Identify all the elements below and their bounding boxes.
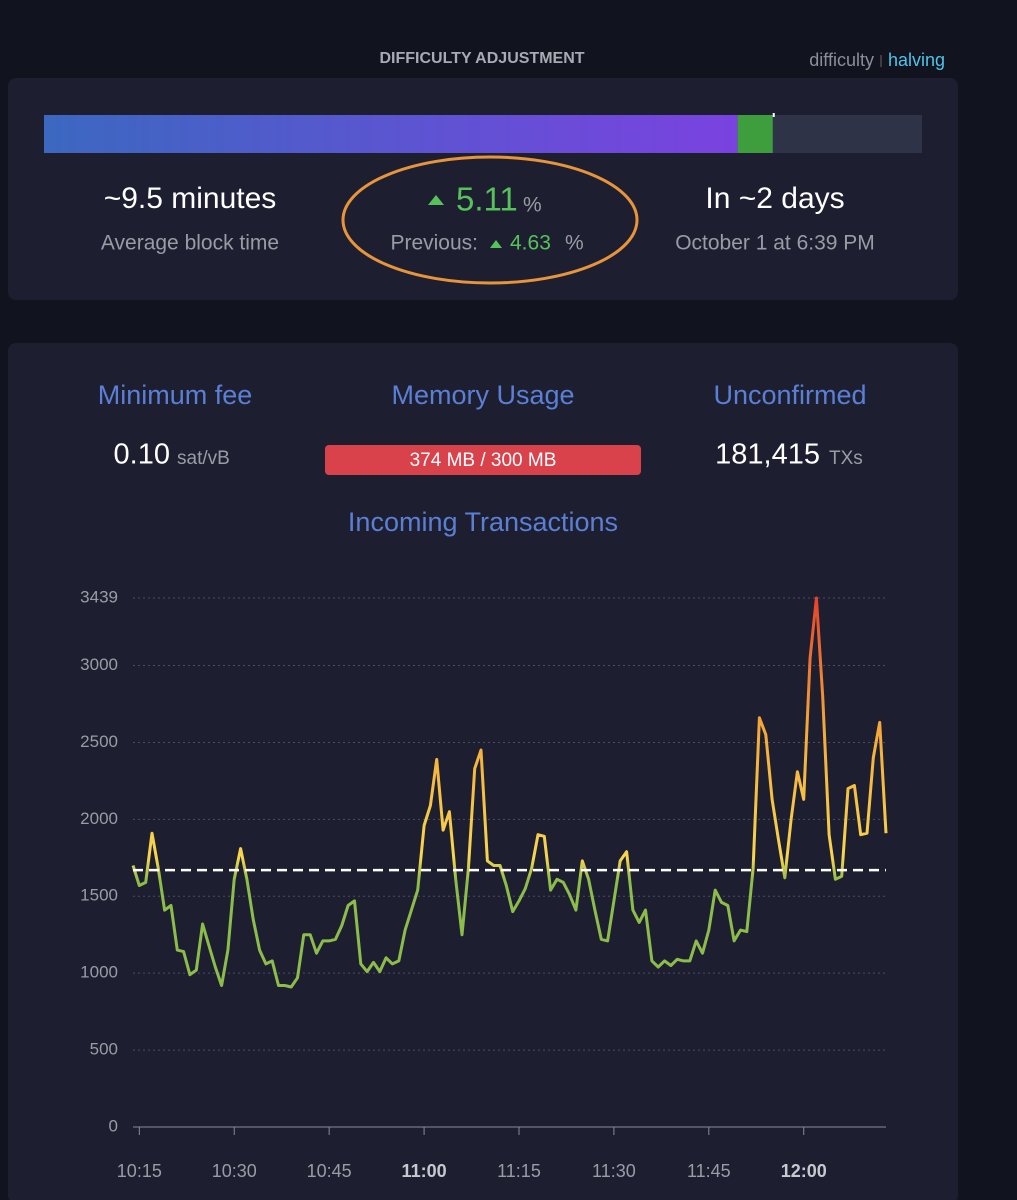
eta-date: October 1 at 6:39 PM (675, 232, 875, 255)
block-time: ~9.5 minutes (104, 182, 277, 215)
progress-marker (772, 113, 775, 117)
x-tick-label: 10:45 (307, 1161, 352, 1181)
y-tick-label: 2500 (80, 732, 118, 751)
x-tick-label: 12:00 (781, 1161, 827, 1181)
unconfirmed-label: Unconfirmed (713, 380, 866, 410)
min-fee: 0.10 (114, 439, 170, 471)
x-tick-label: 10:30 (212, 1161, 257, 1181)
memory-bar (325, 445, 641, 475)
up-arrow-small (490, 240, 502, 248)
change-unit: % (523, 194, 542, 217)
previous-label: Previous: (390, 232, 478, 255)
tab-difficulty[interactable]: difficulty (809, 50, 874, 70)
y-tick-label: 3439 (80, 587, 118, 606)
memory-label: Memory Usage (391, 380, 574, 410)
chart-title: Incoming Transactions (348, 507, 618, 537)
unconfirmed-unit: TXs (829, 448, 863, 469)
y-tick-label: 1500 (80, 886, 118, 905)
block-time-label: Average block time (101, 232, 279, 255)
unconfirmed: 181,415 (715, 439, 820, 471)
x-tick-label: 10:15 (117, 1161, 162, 1181)
up-arrow (428, 195, 444, 205)
difficulty-change: 5.11 (456, 181, 518, 218)
highlight-circle (341, 155, 639, 285)
min-fee-label: Minimum fee (98, 380, 253, 410)
previous-unit: % (565, 232, 584, 255)
progress-bars (44, 113, 775, 153)
tab-halving[interactable]: halving (888, 50, 945, 70)
eta: In ~2 days (705, 182, 844, 215)
previous-change: 4.63 (510, 232, 551, 255)
progress-ahead (737, 115, 773, 153)
y-tick-label: 0 (109, 1116, 118, 1135)
x-tick-label: 11:30 (592, 1161, 636, 1181)
y-tick-label: 1000 (80, 963, 118, 982)
section-title: DIFFICULTY ADJUSTMENT (379, 50, 584, 67)
x-tick-label: 11:00 (402, 1161, 447, 1181)
x-tick-label: 11:15 (497, 1161, 541, 1181)
min-fee-unit: sat/vB (177, 448, 230, 469)
y-tick-label: 3000 (80, 655, 118, 674)
y-tick-label: 500 (90, 1040, 118, 1059)
memory-usage: 374 MB / 300 MB (410, 450, 557, 471)
y-tick-label: 2000 (80, 809, 118, 828)
x-tick-label: 11:45 (687, 1161, 731, 1181)
progress-mined (44, 115, 738, 153)
line (131, 596, 888, 989)
